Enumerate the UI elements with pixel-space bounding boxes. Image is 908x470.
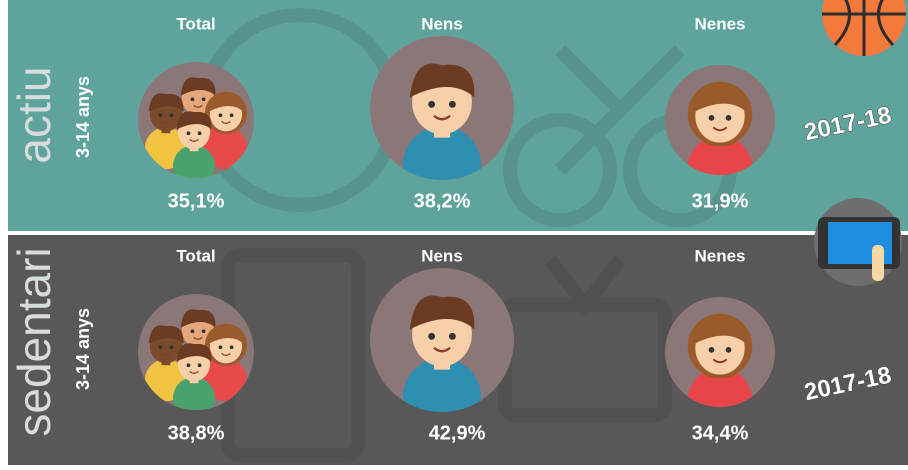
eye bbox=[448, 332, 456, 340]
hair bbox=[693, 84, 747, 113]
portrait bbox=[665, 297, 775, 407]
group-label: Nenes bbox=[694, 14, 745, 33]
body bbox=[687, 367, 753, 407]
mouth bbox=[221, 352, 231, 356]
people bbox=[144, 77, 248, 178]
percentage: 38,8% bbox=[168, 422, 225, 444]
people bbox=[402, 295, 482, 412]
mouth bbox=[193, 336, 203, 340]
panel-label: actiu bbox=[8, 66, 60, 163]
hair bbox=[180, 77, 216, 96]
people bbox=[144, 309, 248, 410]
body bbox=[204, 127, 248, 170]
eye bbox=[218, 113, 223, 118]
eye bbox=[186, 131, 191, 136]
body bbox=[687, 135, 753, 175]
percentage: 42,9% bbox=[429, 422, 486, 444]
hair bbox=[148, 93, 184, 112]
hair bbox=[693, 316, 747, 345]
body bbox=[402, 126, 482, 180]
eye bbox=[197, 363, 202, 368]
group-label: Nenes bbox=[694, 246, 745, 265]
age-label: 3-14 anys bbox=[73, 76, 93, 158]
percentage: 35,1% bbox=[168, 190, 225, 212]
mouth bbox=[161, 120, 171, 124]
eye bbox=[708, 347, 715, 353]
eye bbox=[218, 345, 223, 350]
group-label: Nens bbox=[421, 246, 463, 265]
eye bbox=[725, 115, 732, 121]
hair bbox=[176, 343, 212, 362]
people bbox=[687, 81, 753, 175]
hair bbox=[409, 63, 475, 98]
eye bbox=[158, 345, 163, 350]
eye bbox=[448, 100, 456, 108]
hair bbox=[208, 325, 244, 344]
eye bbox=[428, 332, 436, 340]
portrait bbox=[665, 65, 775, 175]
hair bbox=[148, 325, 184, 344]
eye bbox=[428, 100, 436, 108]
eye bbox=[229, 345, 234, 350]
body bbox=[204, 359, 248, 402]
group-label: Total bbox=[176, 14, 215, 33]
hair bbox=[180, 309, 216, 328]
eye bbox=[197, 131, 202, 136]
panel-label: sedentari bbox=[8, 247, 60, 436]
percentage: 38,2% bbox=[414, 190, 471, 212]
eye bbox=[708, 115, 715, 121]
eye bbox=[229, 113, 234, 118]
mouth bbox=[189, 138, 199, 142]
eye bbox=[186, 363, 191, 368]
portrait bbox=[138, 294, 254, 410]
eye bbox=[169, 345, 174, 350]
age-label: 3-14 anys bbox=[73, 308, 93, 390]
mouth bbox=[161, 352, 171, 356]
mouth bbox=[189, 370, 199, 374]
portrait bbox=[138, 62, 254, 178]
body bbox=[402, 358, 482, 412]
portrait bbox=[370, 36, 514, 180]
eye bbox=[169, 113, 174, 118]
group-label: Total bbox=[176, 246, 215, 265]
percentage: 34,4% bbox=[692, 422, 749, 444]
basketball-icon bbox=[822, 0, 906, 56]
eye bbox=[190, 97, 195, 102]
hair bbox=[176, 111, 212, 130]
hair bbox=[208, 93, 244, 112]
eye bbox=[201, 97, 206, 102]
percentage: 31,9% bbox=[692, 190, 749, 212]
mouth bbox=[433, 346, 451, 353]
mouth bbox=[193, 104, 203, 108]
eye bbox=[201, 329, 206, 334]
group-label: Nens bbox=[421, 14, 463, 33]
mouth bbox=[712, 358, 728, 364]
mouth bbox=[221, 120, 231, 124]
eye bbox=[190, 329, 195, 334]
mouth bbox=[433, 114, 451, 121]
eye bbox=[158, 113, 163, 118]
mouth bbox=[712, 126, 728, 132]
tablet-icon bbox=[814, 198, 902, 286]
hair bbox=[409, 295, 475, 330]
people bbox=[402, 63, 482, 180]
eye bbox=[725, 347, 732, 353]
people bbox=[687, 313, 753, 407]
portrait bbox=[370, 268, 514, 412]
